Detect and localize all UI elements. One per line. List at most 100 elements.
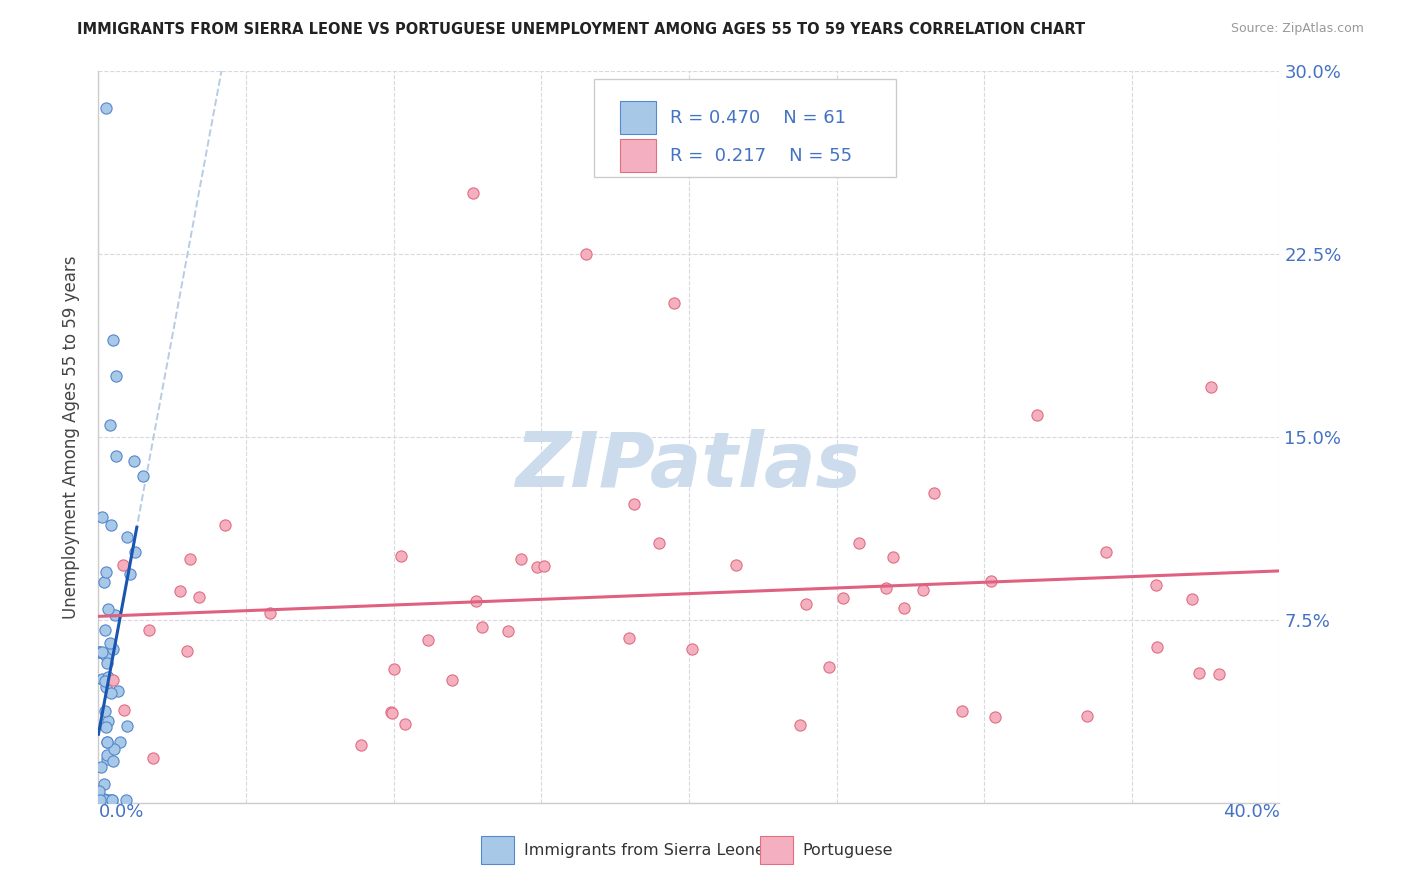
Point [138,623,160,637]
Y-axis label: Unemployment Among Ages 55 to 59 years: Unemployment Among Ages 55 to 59 years [62,255,80,619]
Point [875,582,897,596]
Point [984,710,1007,724]
Point [94,704,117,718]
Point [1208,667,1230,681]
Point [112,558,135,572]
Point [105,369,128,384]
Point [98,793,121,807]
Point [980,574,1002,588]
Point [104,607,127,622]
Point [93,793,115,807]
Point [893,601,915,615]
Point [115,530,138,544]
Point [90,793,112,807]
Point [681,642,703,657]
Point [91,645,114,659]
Point [93,574,115,589]
Point [416,633,439,648]
Point [94,681,117,695]
Point [94,565,117,579]
Text: 40.0%: 40.0% [1223,803,1279,821]
Point [509,552,531,566]
Text: IMMIGRANTS FROM SIERRA LEONE VS PORTUGUESE UNEMPLOYMENT AMONG AGES 55 TO 59 YEAR: IMMIGRANTS FROM SIERRA LEONE VS PORTUGUE… [77,22,1085,37]
Point [380,705,402,719]
Point [94,793,117,807]
Point [498,624,520,639]
Point [87,784,110,798]
Point [1076,708,1098,723]
Point [115,793,138,807]
Point [108,735,131,749]
Point [1146,578,1168,592]
Point [100,517,122,532]
Point [96,714,118,728]
Point [1146,640,1168,655]
Point [89,793,111,807]
FancyBboxPatch shape [620,102,655,135]
Point [90,760,112,774]
Point [950,704,973,718]
Point [94,793,117,807]
Point [91,510,114,524]
Point [142,750,165,764]
Point [465,594,488,608]
Point [575,247,598,261]
Point [93,777,115,791]
Point [97,670,120,684]
Point [98,636,121,650]
Text: 0.0%: 0.0% [98,803,143,821]
Point [96,748,118,763]
Point [101,793,124,807]
FancyBboxPatch shape [595,78,896,178]
Text: R = 0.470    N = 61: R = 0.470 N = 61 [671,109,846,127]
Point [89,793,111,807]
Text: Portuguese: Portuguese [803,843,893,858]
Point [818,660,841,674]
Point [98,417,121,432]
Point [115,719,138,733]
Point [1095,545,1118,559]
Point [103,641,125,656]
Point [794,598,817,612]
Text: Source: ZipAtlas.com: Source: ZipAtlas.com [1230,22,1364,36]
Point [101,793,124,807]
Point [93,793,115,807]
Point [96,648,118,663]
Point [94,673,117,688]
Point [1199,380,1222,394]
Point [848,536,870,550]
Point [132,469,155,483]
Point [91,793,114,807]
Point [87,645,110,659]
Point [259,606,281,620]
FancyBboxPatch shape [620,139,655,172]
Point [922,486,945,500]
Point [100,686,122,700]
Point [381,706,404,721]
Point [831,591,853,606]
Point [789,718,811,732]
Point [664,296,686,310]
Text: Immigrants from Sierra Leone: Immigrants from Sierra Leone [523,843,765,858]
Point [103,333,125,347]
Point [97,602,120,616]
Point [124,545,146,559]
Point [103,673,125,687]
Text: ZIPatlas: ZIPatlas [516,429,862,503]
Point [96,735,118,749]
Point [1188,666,1211,681]
Point [214,518,236,533]
Point [725,558,748,572]
Point [441,673,464,687]
Point [533,559,555,574]
Point [90,793,112,807]
Point [526,559,548,574]
Point [911,582,934,597]
Point [471,620,494,634]
Point [112,703,135,717]
Point [176,643,198,657]
Point [96,734,118,748]
Point [647,536,669,550]
Point [617,631,640,645]
Point [179,551,201,566]
